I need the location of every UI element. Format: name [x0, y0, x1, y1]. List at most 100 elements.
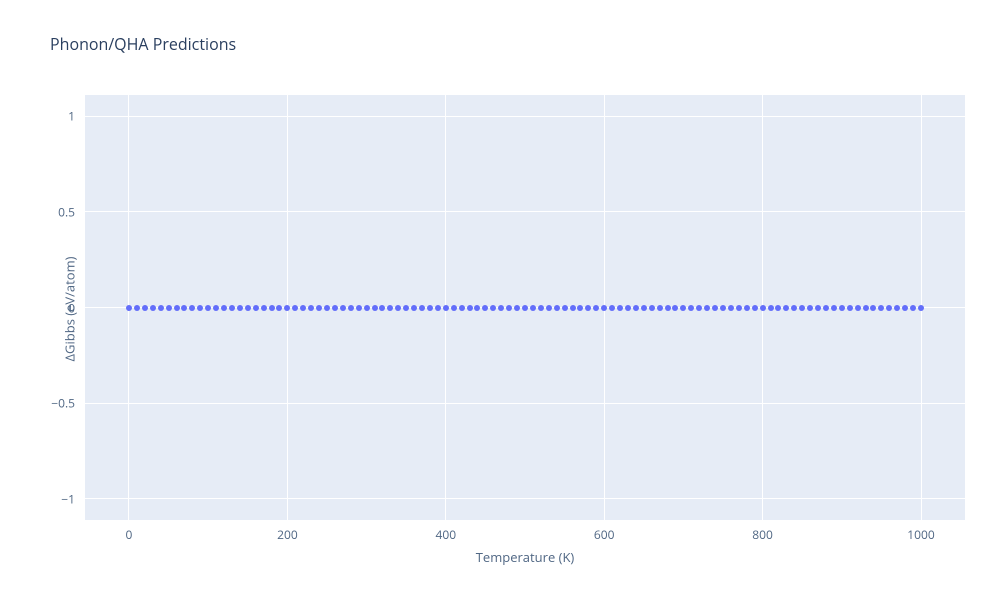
data-point[interactable] — [894, 305, 900, 311]
data-point[interactable] — [696, 305, 702, 311]
data-point[interactable] — [364, 305, 370, 311]
data-point[interactable] — [728, 305, 734, 311]
data-point[interactable] — [451, 305, 457, 311]
data-point[interactable] — [736, 305, 742, 311]
data-point[interactable] — [181, 305, 187, 311]
data-point[interactable] — [419, 305, 425, 311]
data-point[interactable] — [609, 305, 615, 311]
data-point[interactable] — [395, 305, 401, 311]
data-point[interactable] — [712, 305, 718, 311]
data-point[interactable] — [134, 305, 140, 311]
data-point[interactable] — [768, 305, 774, 311]
data-point[interactable] — [348, 305, 354, 311]
data-point[interactable] — [886, 305, 892, 311]
data-point[interactable] — [680, 305, 686, 311]
data-point[interactable] — [522, 305, 528, 311]
data-point[interactable] — [601, 305, 607, 311]
data-point[interactable] — [411, 305, 417, 311]
data-point[interactable] — [799, 305, 805, 311]
data-point[interactable] — [221, 305, 227, 311]
data-point[interactable] — [403, 305, 409, 311]
data-point[interactable] — [649, 305, 655, 311]
data-point[interactable] — [237, 305, 243, 311]
data-point[interactable] — [340, 305, 346, 311]
data-point[interactable] — [300, 305, 306, 311]
data-point[interactable] — [229, 305, 235, 311]
data-point[interactable] — [910, 305, 916, 311]
data-point[interactable] — [855, 305, 861, 311]
data-point[interactable] — [570, 305, 576, 311]
data-point[interactable] — [760, 305, 766, 311]
data-point[interactable] — [245, 305, 251, 311]
data-point[interactable] — [633, 305, 639, 311]
data-point[interactable] — [150, 305, 156, 311]
data-point[interactable] — [189, 305, 195, 311]
data-point[interactable] — [126, 305, 132, 311]
data-point[interactable] — [372, 305, 378, 311]
data-point[interactable] — [625, 305, 631, 311]
data-point[interactable] — [387, 305, 393, 311]
data-point[interactable] — [379, 305, 385, 311]
data-point[interactable] — [870, 305, 876, 311]
data-point[interactable] — [205, 305, 211, 311]
data-point[interactable] — [704, 305, 710, 311]
data-point[interactable] — [878, 305, 884, 311]
data-point[interactable] — [142, 305, 148, 311]
data-point[interactable] — [815, 305, 821, 311]
data-point[interactable] — [332, 305, 338, 311]
data-point[interactable] — [593, 305, 599, 311]
data-point[interactable] — [276, 305, 282, 311]
data-point[interactable] — [752, 305, 758, 311]
data-point[interactable] — [918, 305, 924, 311]
data-point[interactable] — [269, 305, 275, 311]
data-point[interactable] — [554, 305, 560, 311]
data-point[interactable] — [253, 305, 259, 311]
data-point[interactable] — [435, 305, 441, 311]
data-point[interactable] — [467, 305, 473, 311]
data-point[interactable] — [672, 305, 678, 311]
data-point[interactable] — [577, 305, 583, 311]
data-point[interactable] — [166, 305, 172, 311]
data-point[interactable] — [863, 305, 869, 311]
data-point[interactable] — [490, 305, 496, 311]
data-point[interactable] — [284, 305, 290, 311]
data-point[interactable] — [356, 305, 362, 311]
data-point[interactable] — [775, 305, 781, 311]
data-point[interactable] — [823, 305, 829, 311]
data-point[interactable] — [538, 305, 544, 311]
data-point[interactable] — [831, 305, 837, 311]
data-point[interactable] — [498, 305, 504, 311]
data-point[interactable] — [720, 305, 726, 311]
data-point[interactable] — [530, 305, 536, 311]
data-point[interactable] — [839, 305, 845, 311]
plot-area[interactable] — [85, 95, 965, 520]
data-point[interactable] — [292, 305, 298, 311]
data-point[interactable] — [641, 305, 647, 311]
data-point[interactable] — [847, 305, 853, 311]
data-point[interactable] — [474, 305, 480, 311]
data-point[interactable] — [562, 305, 568, 311]
data-point[interactable] — [665, 305, 671, 311]
data-point[interactable] — [482, 305, 488, 311]
data-point[interactable] — [902, 305, 908, 311]
data-point[interactable] — [546, 305, 552, 311]
data-point[interactable] — [585, 305, 591, 311]
data-point[interactable] — [791, 305, 797, 311]
data-point[interactable] — [783, 305, 789, 311]
data-point[interactable] — [427, 305, 433, 311]
data-point[interactable] — [158, 305, 164, 311]
data-point[interactable] — [688, 305, 694, 311]
data-point[interactable] — [197, 305, 203, 311]
data-point[interactable] — [316, 305, 322, 311]
data-point[interactable] — [174, 305, 180, 311]
data-point[interactable] — [324, 305, 330, 311]
data-point[interactable] — [514, 305, 520, 311]
data-point[interactable] — [657, 305, 663, 311]
data-point[interactable] — [617, 305, 623, 311]
data-point[interactable] — [308, 305, 314, 311]
data-point[interactable] — [506, 305, 512, 311]
data-point[interactable] — [744, 305, 750, 311]
data-point[interactable] — [261, 305, 267, 311]
data-point[interactable] — [443, 305, 449, 311]
data-point[interactable] — [213, 305, 219, 311]
